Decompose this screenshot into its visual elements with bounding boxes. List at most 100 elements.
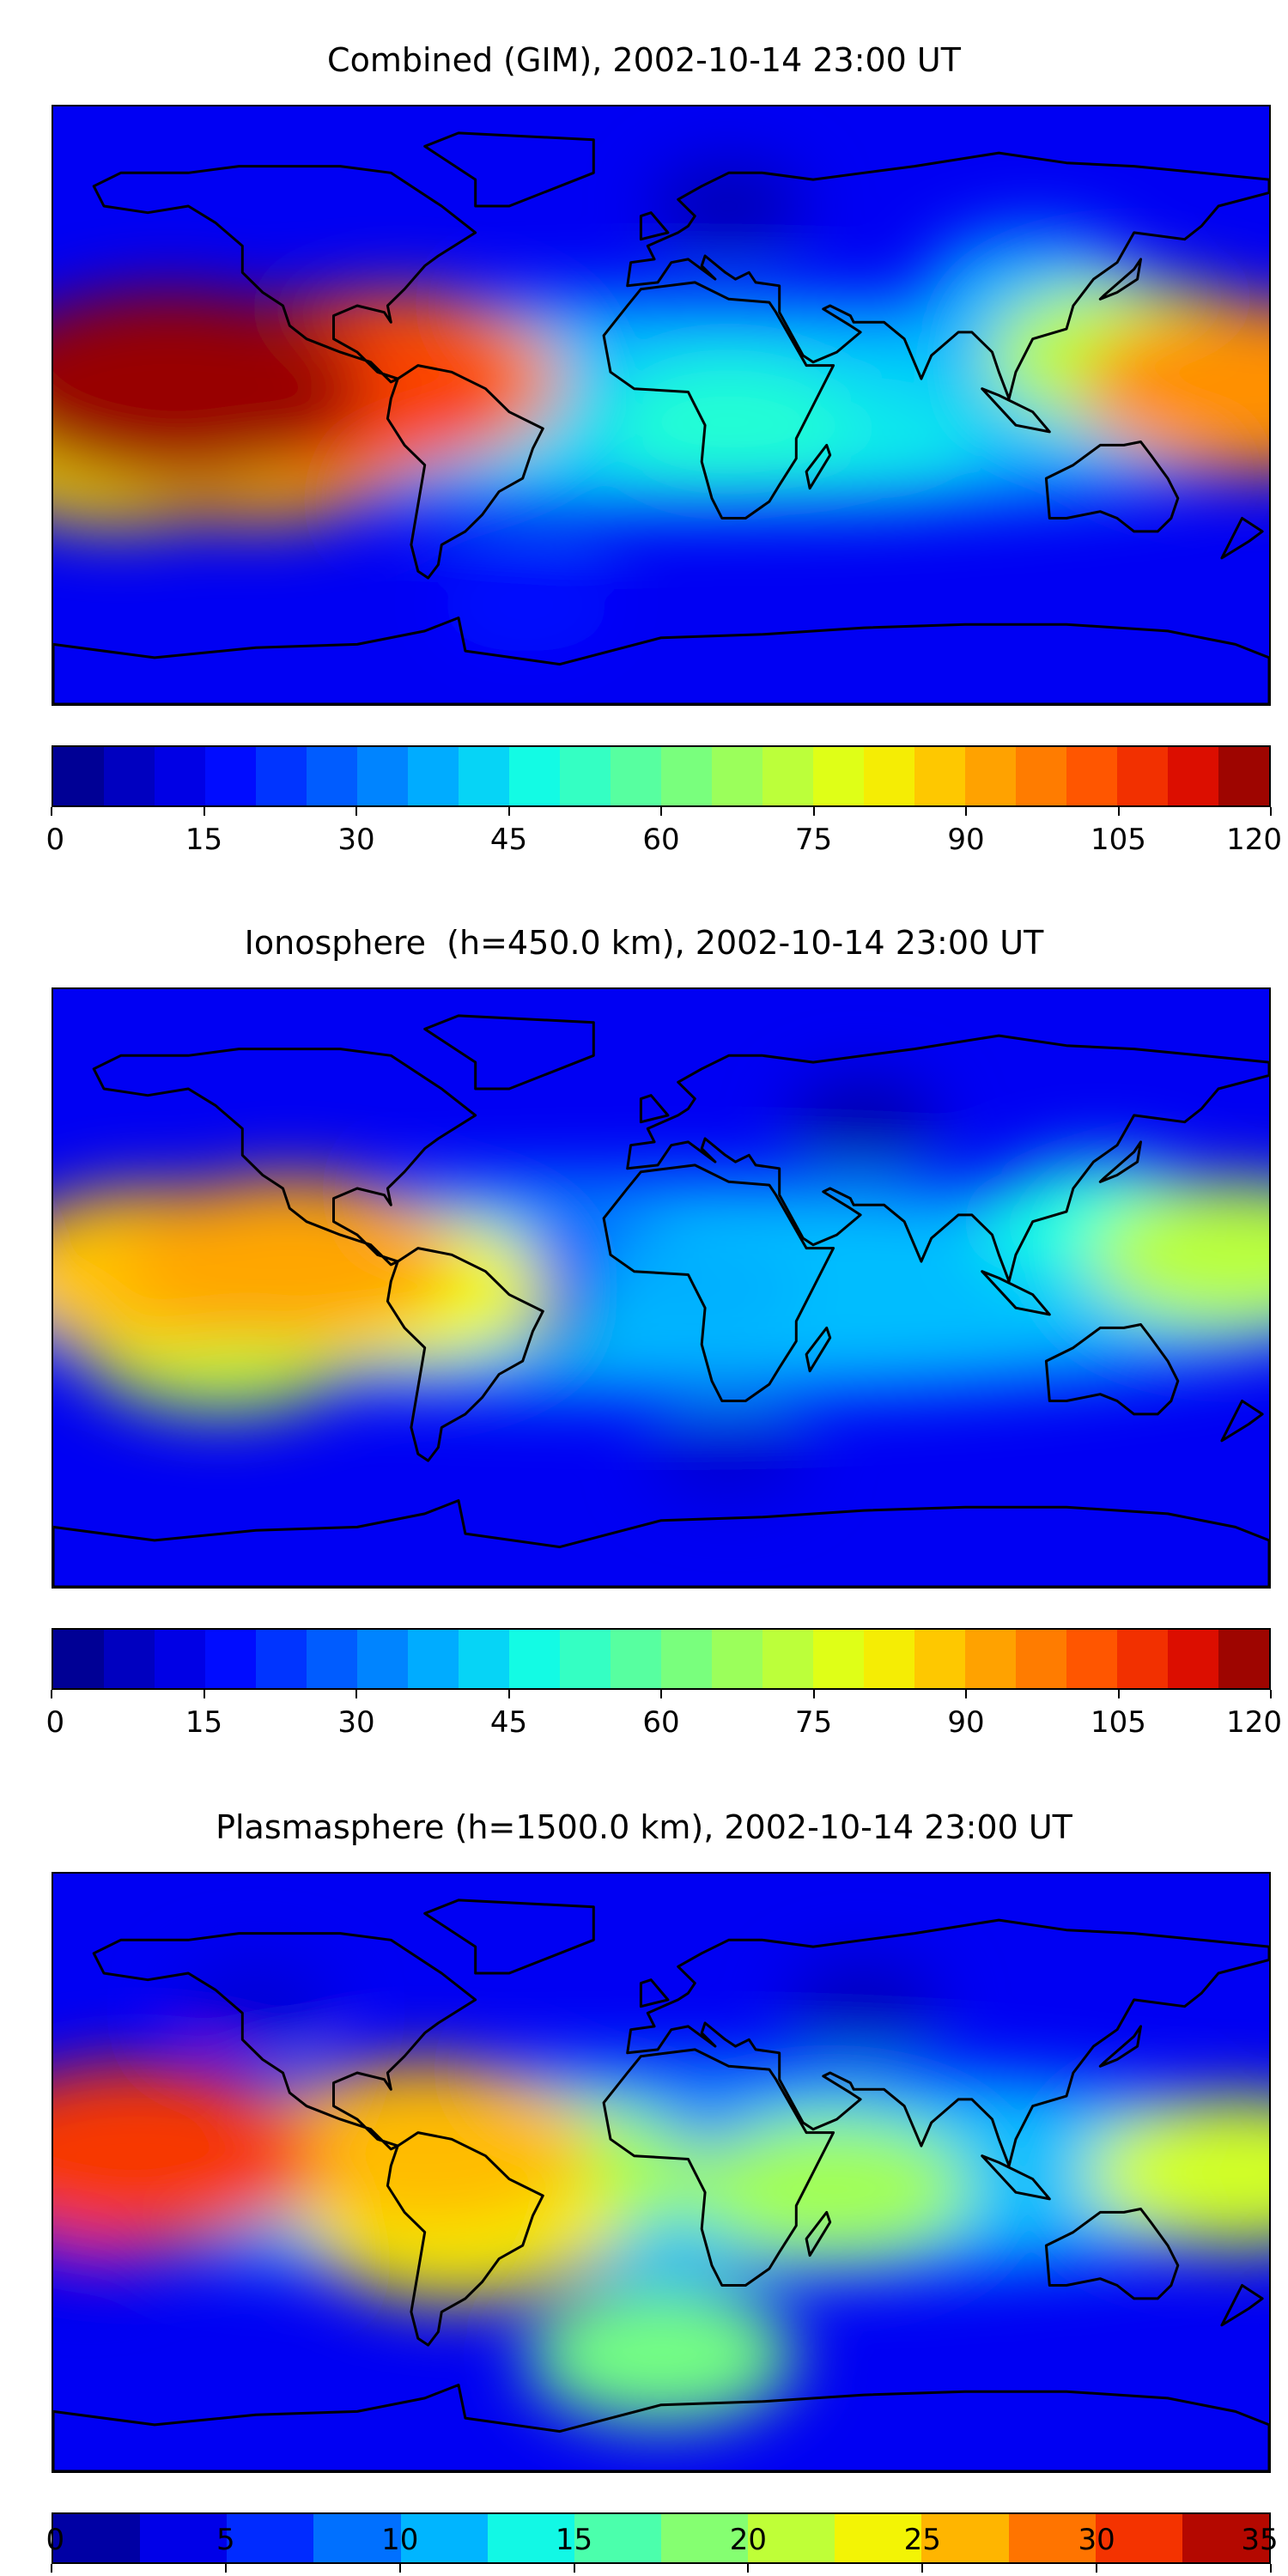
colorbar-swatch bbox=[813, 747, 864, 805]
map-svg bbox=[53, 106, 1269, 704]
colorbar-tick bbox=[507, 1690, 510, 1698]
colorbar-tick-label: 105 bbox=[1091, 823, 1146, 857]
colorbar-tick-label: 15 bbox=[555, 2523, 593, 2557]
coastline bbox=[602, 1163, 835, 1402]
colorbar-swatch bbox=[53, 1630, 104, 1688]
coastline bbox=[386, 364, 544, 580]
colorbar-swatch bbox=[155, 747, 205, 805]
colorbar-swatch bbox=[1218, 747, 1269, 805]
colorbar-tick-label: 105 bbox=[1091, 1705, 1146, 1740]
colorbar-swatch bbox=[835, 2514, 922, 2562]
colorbar-tick-label: 25 bbox=[903, 2523, 941, 2557]
coastline bbox=[92, 1048, 477, 1267]
colorbar-swatch bbox=[53, 2514, 141, 2562]
colorbar-tick bbox=[921, 2564, 924, 2573]
colorbar-tick bbox=[1270, 1690, 1272, 1698]
colorbar-tick bbox=[965, 807, 967, 816]
colorbar-swatch bbox=[459, 747, 509, 805]
coastline bbox=[602, 2048, 835, 2287]
colorbar-swatch bbox=[965, 1630, 1016, 1688]
density-blob bbox=[122, 1176, 458, 1346]
colorbar-tick bbox=[812, 1690, 815, 1698]
coastline bbox=[386, 2131, 544, 2347]
coastline bbox=[1098, 258, 1142, 301]
colorbar-swatch bbox=[748, 2514, 835, 2562]
panel-title-plasmasphere: Plasmasphere (h=1500.0 km), 2002-10-14 2… bbox=[216, 1808, 1072, 1846]
coastline bbox=[1044, 440, 1180, 533]
colorbar-tick bbox=[1270, 807, 1272, 816]
colorbar-tick bbox=[1117, 1690, 1120, 1698]
colorbar-swatch bbox=[560, 1630, 611, 1688]
colorbar-tick-label: 15 bbox=[185, 823, 223, 857]
colorbar-ionosphere bbox=[52, 1628, 1271, 1690]
density-blob bbox=[260, 2063, 590, 2230]
colorbar-swatch bbox=[1218, 1630, 1269, 1688]
colorbar-tick bbox=[203, 807, 205, 816]
colorbar-swatch bbox=[1016, 1630, 1066, 1688]
colorbar-swatch bbox=[611, 747, 661, 805]
coastline bbox=[1220, 2284, 1264, 2327]
colorbar-tick bbox=[1096, 2564, 1098, 2573]
colorbar-tick-label: 45 bbox=[489, 823, 528, 857]
colorbar-tick bbox=[1117, 807, 1120, 816]
coastline bbox=[423, 1014, 595, 1091]
colorbar-swatch bbox=[487, 2514, 574, 2562]
colorbar-ticks-plasmasphere: 0 5 10 15 20 25 30 35 bbox=[46, 2523, 1279, 2576]
coastline bbox=[386, 1247, 544, 1462]
colorbar-swatch bbox=[1182, 2514, 1269, 2562]
colorbar-swatch bbox=[712, 747, 762, 805]
coastline bbox=[805, 1326, 832, 1373]
colorbar-swatch bbox=[1095, 2514, 1182, 2562]
colorbar-swatch bbox=[1066, 1630, 1117, 1688]
coastline bbox=[53, 617, 1269, 704]
panel-title-combined: Combined (GIM), 2002-10-14 23:00 UT bbox=[327, 41, 961, 79]
colorbar-swatch bbox=[256, 747, 307, 805]
panel-title-ionosphere: Ionosphere (h=450.0 km), 2002-10-14 23:0… bbox=[244, 924, 1044, 962]
colorbar-tick-label: 45 bbox=[489, 1705, 528, 1740]
colorbar-swatch bbox=[408, 1630, 459, 1688]
coastline bbox=[639, 1978, 670, 2008]
colorbar-plasmasphere bbox=[52, 2512, 1271, 2564]
map-svg bbox=[53, 989, 1269, 1587]
colorbar-swatch bbox=[864, 1630, 914, 1688]
colorbar-tick-label: 5 bbox=[216, 2523, 235, 2557]
density-blob bbox=[1089, 1180, 1269, 1330]
density-blob bbox=[1081, 302, 1269, 476]
density-blob bbox=[653, 164, 805, 248]
colorbar-swatch bbox=[864, 747, 914, 805]
colorbar-tick-label: 30 bbox=[1078, 2523, 1115, 2557]
density-blob bbox=[53, 290, 368, 487]
coastline bbox=[1220, 1400, 1264, 1443]
colorbar-swatch bbox=[408, 747, 459, 805]
coastline bbox=[626, 151, 1269, 400]
density-blob bbox=[526, 2285, 797, 2425]
coastline bbox=[639, 1094, 670, 1124]
colorbar-tick bbox=[355, 807, 357, 816]
colorbar-tick-label: 15 bbox=[185, 1705, 223, 1740]
coastline bbox=[1220, 517, 1264, 560]
coastline bbox=[423, 131, 595, 208]
colorbar-swatch bbox=[965, 747, 1016, 805]
colorbar-tick-label: 0 bbox=[46, 2523, 65, 2557]
colorbar-swatch bbox=[660, 2514, 749, 2562]
colorbar-swatch bbox=[104, 747, 155, 805]
colorbar-swatch bbox=[921, 2514, 1009, 2562]
colorbar-tick-label: 90 bbox=[947, 823, 985, 857]
colorbar-tick-label: 30 bbox=[337, 823, 375, 857]
colorbar-tick-label: 75 bbox=[794, 1705, 833, 1740]
colorbar-swatch bbox=[914, 747, 965, 805]
coastline bbox=[981, 2154, 1051, 2201]
colorbar-swatch bbox=[1117, 747, 1168, 805]
colorbar-swatch bbox=[104, 1630, 155, 1688]
colorbar-swatch bbox=[307, 747, 357, 805]
colorbar-swatch bbox=[611, 1630, 661, 1688]
colorbar-swatch bbox=[661, 1630, 712, 1688]
colorbar-swatch bbox=[53, 747, 104, 805]
colorbar-swatch bbox=[459, 1630, 509, 1688]
coastline bbox=[92, 1932, 477, 2151]
colorbar-tick bbox=[203, 1690, 205, 1698]
map-plasmasphere bbox=[52, 1872, 1271, 2473]
colorbar-tick-label: 75 bbox=[794, 823, 833, 857]
colorbar-swatch bbox=[357, 1630, 408, 1688]
colorbar-swatch bbox=[813, 1630, 864, 1688]
